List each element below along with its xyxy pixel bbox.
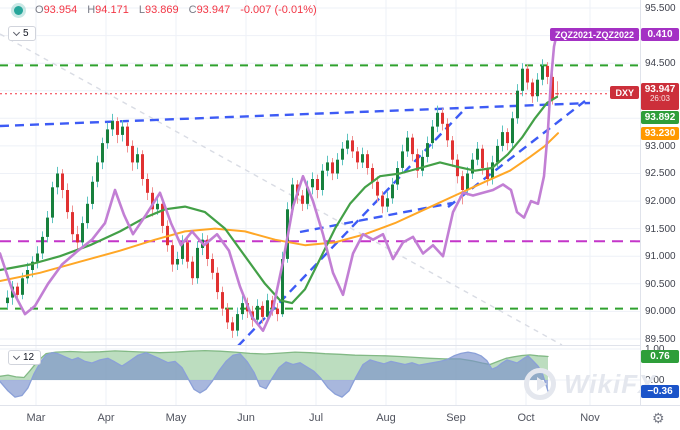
last-price-value: 93.947 bbox=[644, 84, 676, 95]
open-label: O bbox=[35, 4, 44, 16]
price-tick-label: 90.000 bbox=[645, 306, 676, 317]
ma-slow-value-chip: 93.230 bbox=[641, 127, 679, 140]
price-axis[interactable]: 95.500 94.500 93.000 92.500 92.000 91.500 91.0… bbox=[641, 0, 680, 405]
price-tick-label: 92.000 bbox=[645, 196, 676, 207]
symbol-tag: DXY bbox=[610, 86, 639, 99]
high-label: H bbox=[87, 4, 96, 16]
ma-fast-value-chip: 93.892 bbox=[641, 111, 679, 124]
sub-plot[interactable] bbox=[0, 345, 640, 405]
main-indicator-count: 5 bbox=[23, 28, 29, 39]
time-tick-label-jul: Jul bbox=[308, 412, 324, 424]
price-tick-label: 95.500 bbox=[645, 3, 676, 14]
time-tick-label-jun: Jun bbox=[237, 412, 255, 424]
series-marker-icon bbox=[14, 5, 23, 15]
main-indicators-collapse-button[interactable]: 5 bbox=[8, 26, 36, 41]
ohlc-legend: O93.954 H94.171 L93.869 C93.947 -0.007 (… bbox=[14, 4, 321, 16]
sub-indicator-count: 12 bbox=[23, 352, 35, 363]
price-tick-label: 93.000 bbox=[645, 141, 676, 152]
spread-series-tag: ZQZ2021-ZQZ2022 bbox=[549, 28, 639, 41]
low-label: L bbox=[138, 4, 145, 16]
sub-tick-label: 1.00 bbox=[645, 344, 664, 355]
price-tick-label: 92.500 bbox=[645, 168, 676, 179]
time-axis[interactable]: ⚙ Mar Apr May Jun Jul Aug Sep Oct Nov bbox=[0, 406, 680, 430]
sub-tick-label: 0.00 bbox=[645, 375, 665, 386]
time-tick-label-mar: Mar bbox=[26, 412, 46, 424]
price-axis-border bbox=[640, 0, 641, 430]
time-axis-separator bbox=[0, 405, 680, 406]
price-tick-label: 91.000 bbox=[645, 251, 676, 262]
oscillator-blue-value-chip: −0.36 bbox=[641, 385, 679, 398]
price-tick-label: 94.500 bbox=[645, 58, 676, 69]
time-tick-label-may: May bbox=[165, 412, 187, 424]
time-tick-label-nov: Nov bbox=[580, 412, 600, 424]
spread-value-chip: 0.410 bbox=[641, 28, 679, 41]
sub-indicators-collapse-button[interactable]: 12 bbox=[8, 350, 42, 365]
time-tick-label-aug: Aug bbox=[376, 412, 396, 424]
chevron-down-icon bbox=[12, 352, 21, 361]
pane-separator[interactable] bbox=[0, 345, 680, 346]
price-tick-label: 89.500 bbox=[645, 334, 676, 345]
open-value: 93.954 bbox=[43, 4, 78, 16]
time-tick-label-apr: Apr bbox=[97, 412, 115, 424]
high-value: 94.171 bbox=[95, 4, 129, 16]
last-price-chip: 93.947 26:03 bbox=[641, 83, 679, 110]
time-tick-label-sep: Sep bbox=[446, 412, 466, 424]
bar-countdown: 26:03 bbox=[649, 94, 671, 103]
oscillator-green-value-chip: 0.76 bbox=[641, 350, 679, 363]
low-value: 93.869 bbox=[144, 4, 179, 16]
chevron-down-icon bbox=[12, 28, 21, 37]
time-tick-label-oct: Oct bbox=[517, 412, 535, 424]
axis-settings-gear-icon[interactable]: ⚙ bbox=[652, 410, 665, 426]
price-tick-label: 90.500 bbox=[645, 279, 676, 290]
price-tick-label: 91.500 bbox=[645, 224, 676, 235]
change-value: -0.007 (-0.01%) bbox=[240, 4, 317, 16]
close-label: C bbox=[188, 4, 197, 16]
close-value: 93.947 bbox=[196, 4, 231, 16]
main-plot[interactable] bbox=[0, 0, 640, 345]
